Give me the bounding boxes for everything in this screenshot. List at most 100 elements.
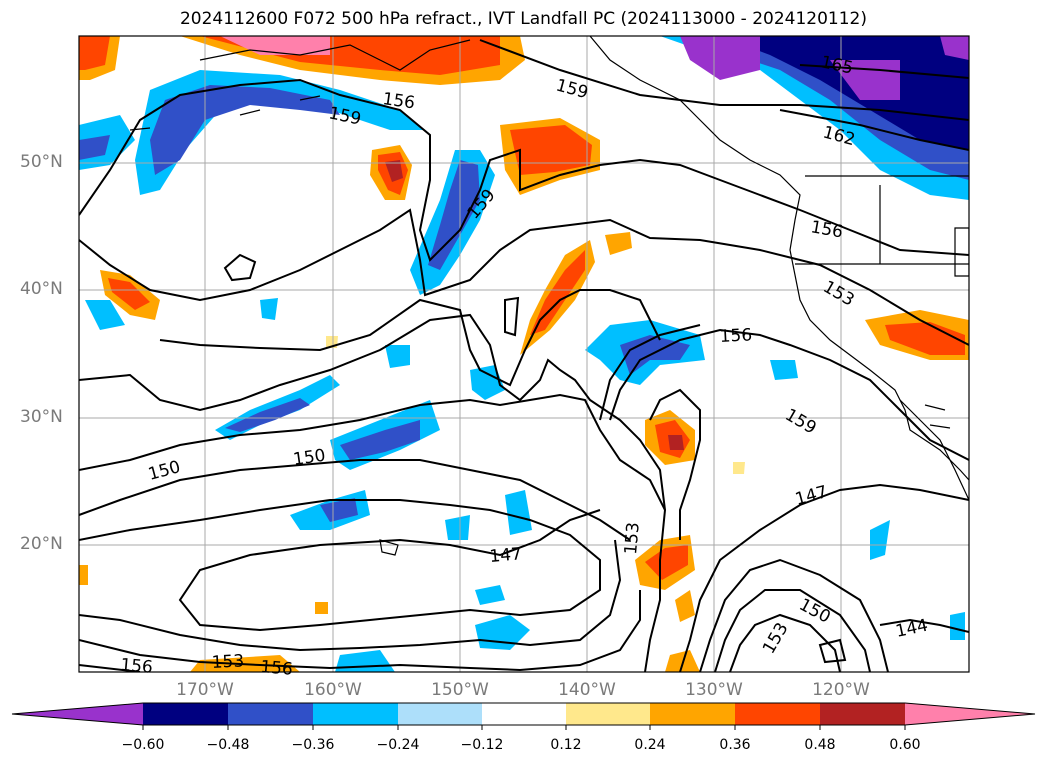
- colorbar-cell: [398, 703, 482, 725]
- neg-shade: [940, 36, 969, 60]
- pos-shade: [885, 322, 965, 355]
- neg-shade: [150, 85, 340, 175]
- colorbar-extend-high: [905, 703, 1035, 725]
- contour-label: 156: [381, 89, 416, 113]
- contour-label: 153: [211, 651, 244, 673]
- lat-label: 30°N: [20, 407, 63, 427]
- neg-shade: [85, 300, 125, 330]
- colorbar-tick-label: 0.48: [804, 737, 836, 753]
- contour-line: [818, 638, 847, 664]
- contour-line: [699, 558, 889, 672]
- pos-shade: [675, 590, 695, 622]
- neg-shade: [680, 36, 760, 80]
- colorbar-cell: [650, 703, 735, 725]
- contour-label: 150: [292, 446, 327, 470]
- neg-shade: [260, 298, 278, 320]
- contour-line: [79, 313, 667, 672]
- contour-label: 156: [120, 655, 154, 678]
- contour-line: [79, 208, 969, 346]
- pos-shade: [733, 462, 745, 474]
- colorbar-tick-label: 0.36: [719, 737, 751, 753]
- neg-shade: [720, 36, 969, 150]
- colorbar-cell: [566, 703, 650, 725]
- contour-line: [504, 296, 520, 337]
- contour-line: [79, 459, 631, 541]
- contour-line: [679, 483, 969, 672]
- colorbar: [11, 702, 1036, 730]
- colorbar-tick-label: 0.60: [889, 737, 921, 753]
- contour-line: [779, 109, 969, 151]
- neg-shade: [320, 498, 358, 522]
- contour-line: [223, 253, 257, 282]
- lon-label: 170°W: [176, 680, 234, 700]
- contour-line: [79, 393, 666, 511]
- neg-shade: [340, 420, 420, 460]
- pos-shade: [108, 278, 150, 310]
- height-contours: [79, 39, 969, 672]
- lat-label: 40°N: [20, 279, 63, 299]
- contour-label: 156: [260, 657, 294, 680]
- contour-line: [714, 589, 871, 672]
- colorbar-tick-label: −0.36: [291, 737, 335, 753]
- colorbar-tick-label: −0.24: [376, 737, 420, 753]
- pos-shade: [79, 36, 110, 70]
- colorbar-tick-label: 0.24: [634, 737, 666, 753]
- contour-line: [879, 618, 969, 633]
- lon-label: 150°W: [431, 680, 489, 700]
- neg-shade: [445, 515, 470, 540]
- contour-line: [79, 78, 969, 262]
- contour-label: 156: [719, 325, 752, 347]
- neg-shade: [428, 160, 480, 270]
- colorbar-cell: [228, 703, 313, 725]
- lon-label: 120°W: [812, 680, 870, 700]
- colorbar-tick-label: 0.12: [550, 737, 582, 753]
- colorbar-tick-label: −0.60: [121, 737, 165, 753]
- colorbar-cell: [313, 703, 398, 725]
- neg-shade: [225, 398, 310, 432]
- neg-shade: [950, 612, 965, 640]
- colorbar-cell: [143, 703, 228, 725]
- colorbar-tick-label: −0.48: [206, 737, 250, 753]
- neg-shade: [870, 520, 890, 560]
- contour-line: [799, 64, 969, 79]
- contour-line: [729, 613, 841, 672]
- colorbar-cell: [820, 703, 905, 725]
- lon-label: 130°W: [685, 680, 743, 700]
- pos-shade: [385, 160, 403, 182]
- map-title: 2024112600 F072 500 hPa refract., IVT La…: [179, 9, 867, 29]
- neg-shade: [79, 135, 110, 160]
- colorbar-cell: [735, 703, 820, 725]
- contour-line: [79, 539, 622, 652]
- neg-shade: [770, 360, 798, 380]
- contour-label: 153: [621, 521, 644, 555]
- lat-label: 50°N: [20, 152, 63, 172]
- contour-label: 147: [489, 544, 523, 567]
- colorbar-ticks: [142, 725, 906, 730]
- lon-label: 140°W: [558, 680, 616, 700]
- pos-shade: [315, 602, 328, 614]
- contour-line: [479, 39, 969, 121]
- pos-shade: [220, 36, 330, 55]
- contour-line: [159, 289, 661, 387]
- colorbar-cell: [482, 703, 566, 725]
- lon-label: 160°W: [304, 680, 362, 700]
- neg-shade: [475, 585, 505, 605]
- pos-shade: [605, 232, 632, 255]
- plot-frame: [78, 35, 970, 673]
- pos-shade: [530, 250, 585, 335]
- colorbar-tick-label: −0.12: [460, 737, 504, 753]
- neg-shade: [385, 345, 410, 368]
- neg-shade: [505, 490, 532, 535]
- pos-shade: [668, 435, 684, 450]
- contour-line: [609, 328, 969, 461]
- contour-line: [79, 590, 641, 672]
- pos-shade: [79, 565, 88, 585]
- contour-line: [649, 388, 701, 540]
- contour-line: [79, 664, 141, 672]
- colorbar-extend-low: [12, 703, 143, 725]
- lat-label: 20°N: [20, 534, 63, 554]
- pos-shade: [645, 545, 688, 580]
- contour-line: [79, 499, 601, 632]
- contour-line: [599, 324, 701, 421]
